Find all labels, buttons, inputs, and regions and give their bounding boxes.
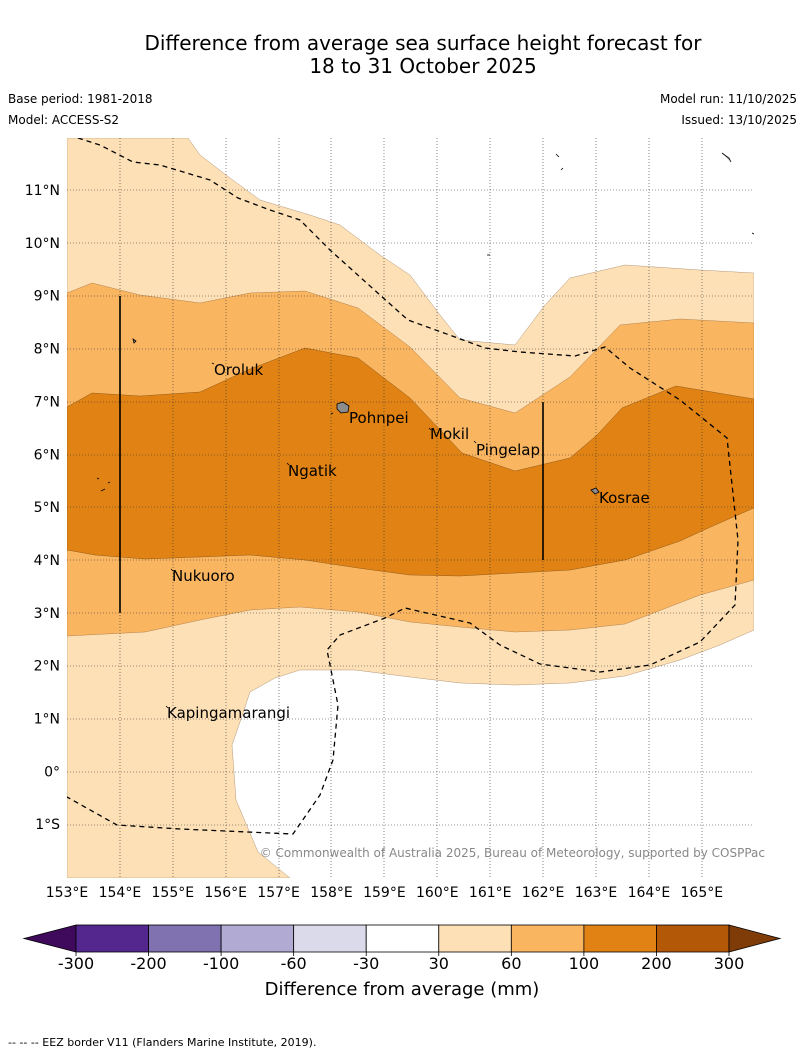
colorbar-swatch bbox=[438, 924, 512, 953]
lon-label: 154°E bbox=[99, 885, 142, 901]
lat-label: 6°N bbox=[34, 447, 60, 463]
label-mokil: Mokil bbox=[430, 425, 469, 443]
colorbar-extend-low bbox=[22, 924, 77, 953]
place-labels: Oroluk Pohnpei Mokil Pingelap Ngatik Kos… bbox=[167, 361, 650, 722]
colorbar-tick-label: 200 bbox=[641, 954, 672, 973]
colorbar-tick-label: -200 bbox=[130, 954, 166, 973]
label-nukuoro: Nukuoro bbox=[172, 567, 235, 585]
title-line-2: 18 to 31 October 2025 bbox=[309, 54, 537, 78]
lat-label: 2°N bbox=[34, 659, 60, 675]
lon-label: 163°E bbox=[575, 885, 618, 901]
colorbar-tick-label: 100 bbox=[569, 954, 600, 973]
lon-label: 161°E bbox=[469, 885, 512, 901]
colorbar-tick-label: -60 bbox=[281, 954, 307, 973]
lat-label: 10°N bbox=[25, 236, 60, 252]
label-kapingamarangi: Kapingamarangi bbox=[167, 704, 290, 722]
atoll-1 bbox=[96, 477, 100, 480]
lat-label: 1°S bbox=[35, 817, 60, 833]
colorbar-swatch bbox=[220, 924, 295, 953]
colorbar-tick-label: -300 bbox=[58, 954, 94, 973]
atoll-4 bbox=[555, 153, 564, 171]
atoll-7 bbox=[751, 232, 754, 235]
kosrae-island bbox=[590, 487, 600, 495]
oroluk-islet bbox=[211, 362, 215, 365]
latitude-axis: 11°N 10°N 9°N 8°N 7°N 6°N 5°N 4°N 3°N 2°N 1°N 0° 1°S bbox=[25, 183, 60, 833]
lat-label: 0° bbox=[44, 764, 60, 780]
base-period: Base period: 1981-2018 bbox=[8, 92, 153, 106]
colorbar-swatch bbox=[656, 924, 730, 953]
colorbar-swatch bbox=[293, 924, 367, 953]
lon-label: 159°E bbox=[363, 885, 406, 901]
lon-label: 157°E bbox=[257, 885, 300, 901]
issued-date: Issued: 13/10/2025 bbox=[681, 113, 797, 127]
label-pohnpei: Pohnpei bbox=[349, 409, 409, 427]
atoll-3 bbox=[330, 412, 334, 415]
lon-label: 156°E bbox=[204, 885, 247, 901]
lon-label: 153°E bbox=[46, 885, 89, 901]
colorbar-tick-label: 30 bbox=[429, 954, 449, 973]
label-oroluk: Oroluk bbox=[214, 361, 263, 379]
colorbar-tick-label: 60 bbox=[501, 954, 521, 973]
colorbar-tick-label: -100 bbox=[203, 954, 239, 973]
map-area bbox=[67, 138, 754, 878]
colorbar-swatch bbox=[75, 924, 149, 953]
lat-label: 4°N bbox=[34, 553, 60, 569]
lat-label: 7°N bbox=[34, 394, 60, 410]
lat-label: 3°N bbox=[34, 606, 60, 622]
lat-label: 5°N bbox=[34, 500, 60, 516]
title-line-1: Difference from average sea surface heig… bbox=[144, 31, 702, 55]
mokil-islet bbox=[428, 427, 432, 431]
longitude-axis: 153°E 154°E 155°E 156°E 157°E 158°E 159°E 160°E… bbox=[46, 885, 723, 901]
colorbar-extend-high bbox=[728, 924, 782, 953]
lat-label: 9°N bbox=[34, 289, 60, 305]
lon-label: 158°E bbox=[310, 885, 353, 901]
model-name: Model: ACCESS-S2 bbox=[8, 113, 120, 127]
colorbar-swatch bbox=[583, 924, 657, 953]
label-ngatik: Ngatik bbox=[288, 462, 337, 480]
label-kosrae: Kosrae bbox=[599, 489, 650, 507]
model-run: Model run: 11/10/2025 bbox=[659, 92, 797, 106]
map-figure: Oroluk Pohnpei Mokil Pingelap Ngatik Kos… bbox=[22, 138, 782, 1000]
colorbar-swatch bbox=[510, 924, 585, 953]
ant-atoll bbox=[132, 338, 137, 344]
colorbar-swatch bbox=[365, 924, 440, 953]
chart-title: Difference from average sea surface heig… bbox=[0, 32, 804, 78]
ngatik-islet bbox=[286, 462, 290, 466]
pingelap-islet bbox=[473, 440, 477, 444]
pohnpei-island bbox=[336, 401, 350, 414]
atoll-5 bbox=[721, 152, 732, 163]
lat-label: 11°N bbox=[25, 183, 60, 199]
lon-label: 160°E bbox=[416, 885, 459, 901]
lon-label: 155°E bbox=[152, 885, 195, 901]
colorbar: -300 -200 -100 -60 -30 30 60 100 200 300 bbox=[22, 924, 782, 973]
lon-label: 165°E bbox=[681, 885, 724, 901]
colorbar-title: Difference from average (mm) bbox=[265, 979, 540, 1000]
eez-footnote: -- -- -- EEZ border V11 (Flanders Marine… bbox=[8, 1036, 317, 1049]
atoll-2 bbox=[100, 481, 111, 492]
lon-label: 162°E bbox=[522, 885, 565, 901]
label-pingelap: Pingelap bbox=[476, 441, 540, 459]
colorbar-swatch bbox=[148, 924, 222, 953]
anomaly-band-100-200 bbox=[67, 347, 754, 577]
lat-label: 8°N bbox=[34, 342, 60, 358]
kapinga-islet bbox=[165, 705, 169, 709]
nukuoro-islet bbox=[170, 568, 174, 572]
lat-label: 1°N bbox=[34, 712, 60, 728]
lon-label: 164°E bbox=[628, 885, 671, 901]
colorbar-tick-label: -30 bbox=[353, 954, 379, 973]
colorbar-tick-label: 300 bbox=[714, 954, 745, 973]
copyright-notice: © Commonwealth of Australia 2025, Bureau… bbox=[260, 846, 765, 860]
islands bbox=[96, 152, 754, 709]
eez-border bbox=[67, 138, 739, 835]
